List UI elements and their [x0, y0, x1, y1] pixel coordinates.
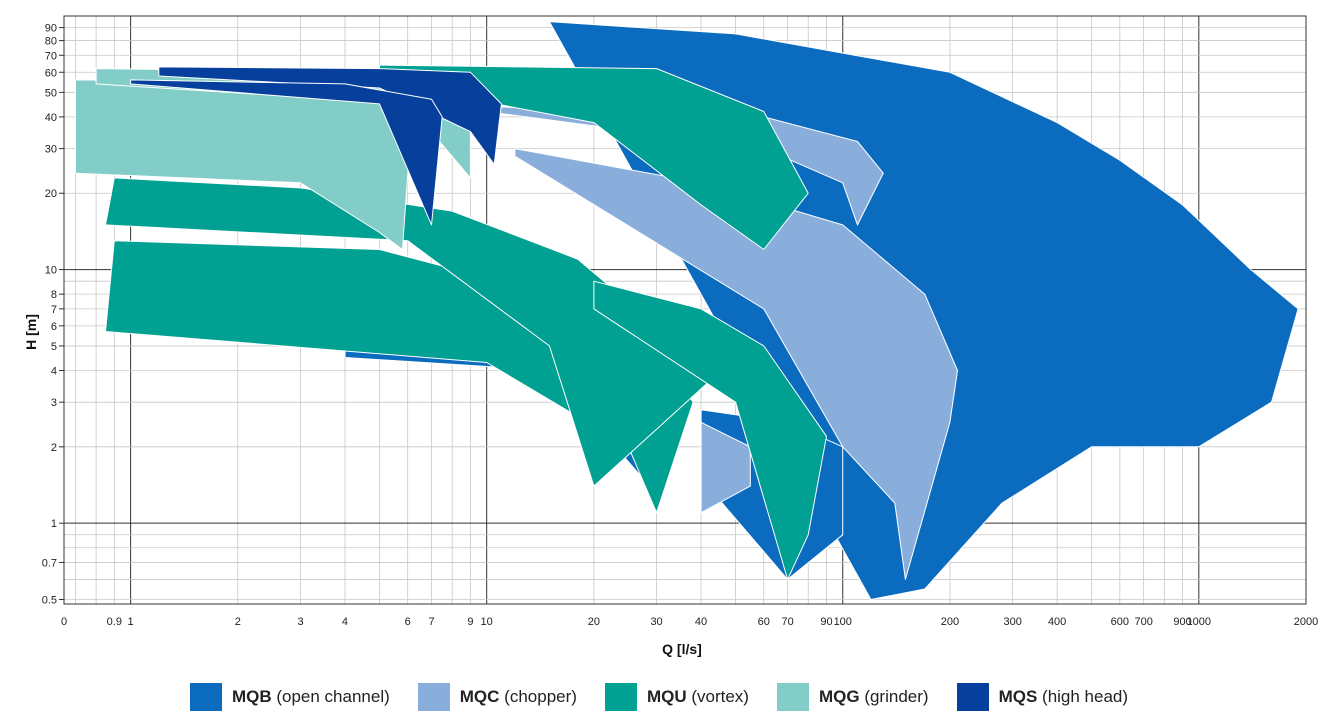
x-tick-label: 90	[820, 616, 832, 628]
y-tick-label: 20	[45, 188, 57, 200]
y-tick-label: 3	[51, 397, 57, 409]
x-tick-label: 1000	[1187, 616, 1211, 628]
x-tick-label: 6	[405, 616, 411, 628]
legend-code-mqu: MQU	[646, 687, 687, 706]
series-region-mqu	[593, 280, 827, 580]
series-region-mqc	[514, 148, 958, 580]
chart-frame	[63, 15, 1307, 605]
legend-swatch-mqu	[604, 683, 637, 711]
x-tick-label: 2	[235, 616, 241, 628]
legend-label-mqg: (grinder)	[864, 687, 929, 706]
legend-label-mqs: (high head)	[1042, 687, 1129, 706]
y-tick-label: 7	[51, 304, 57, 316]
chart-legend: MQB (open channel) MQC (chopper) MQU (vo…	[0, 680, 1318, 714]
y-tick-label: 6	[51, 321, 57, 333]
x-tick-label: 900	[1173, 616, 1191, 628]
y-tick-label: 0.7	[42, 557, 57, 569]
x-tick-label: 4	[342, 616, 348, 628]
y-tick-label: 50	[45, 87, 57, 99]
x-tick-label: 30	[650, 616, 662, 628]
series-region-mqc	[700, 421, 751, 514]
x-axis-ticks: 0 0.9 1 2 3 4 6 7 9 10 20 30 40 60 70 90 100 200 300 400 600…	[61, 616, 1318, 628]
series-region-mqs	[130, 79, 443, 226]
chart-series-regions	[75, 21, 1299, 600]
legend-item-mqc: MQC (chopper)	[417, 683, 577, 711]
y-tick-label: 8	[51, 289, 57, 301]
legend-code-mqb: MQB	[231, 687, 272, 706]
y-tick-label: 2	[51, 442, 57, 454]
y-tick-label: 5	[51, 341, 57, 353]
legend-swatch-mqg	[776, 683, 809, 711]
x-tick-label: 40	[695, 616, 707, 628]
x-tick-label: 60	[758, 616, 770, 628]
x-tick-label: 100	[834, 616, 852, 628]
x-tick-label: 70	[781, 616, 793, 628]
legend-code-mqc: MQC	[459, 687, 500, 706]
x-tick-label: 1	[128, 616, 134, 628]
legend-item-mqs: MQS (high head)	[956, 683, 1129, 711]
y-tick-label: 10	[45, 265, 57, 277]
x-tick-label: 20	[588, 616, 600, 628]
legend-swatch-mqs	[956, 683, 989, 711]
legend-swatch-mqc	[417, 683, 450, 711]
legend-code-mqs: MQS	[998, 687, 1038, 706]
legend-item-mqb: MQB (open channel)	[189, 683, 390, 711]
series-region-mqs	[158, 66, 502, 165]
legend-label-mqc: (chopper)	[504, 687, 577, 706]
y-tick-label: 1	[51, 518, 57, 530]
legend-code-mqg: MQG	[818, 687, 860, 706]
y-tick-label: 30	[45, 144, 57, 156]
legend-swatch-mqb	[189, 683, 222, 711]
x-tick-label: 700	[1134, 616, 1152, 628]
y-tick-label: 60	[45, 67, 57, 79]
y-tick-label: 4	[51, 365, 57, 377]
x-axis-title: Q [l/s]	[662, 641, 702, 657]
y-tick-label: 70	[45, 50, 57, 62]
x-tick-label: 2000	[1294, 616, 1318, 628]
y-axis-title: H [m]	[23, 314, 39, 350]
x-tick-label: 9	[467, 616, 473, 628]
x-tick-label: 10	[481, 616, 493, 628]
legend-item-mqu: MQU (vortex)	[604, 683, 749, 711]
y-tick-label: 90	[45, 23, 57, 35]
series-region-mqc	[486, 105, 884, 226]
legend-label-mqu: (vortex)	[691, 687, 749, 706]
x-tick-label: 0	[61, 616, 67, 628]
x-tick-label: 300	[1003, 616, 1021, 628]
x-tick-label: 3	[297, 616, 303, 628]
legend-item-mqg: MQG (grinder)	[776, 683, 929, 711]
plot-border	[63, 15, 1307, 605]
x-tick-label: 0.9	[107, 616, 122, 628]
y-tick-label: 40	[45, 112, 57, 124]
x-tick-label: 200	[941, 616, 959, 628]
legend-label-mqb: (open channel)	[276, 687, 390, 706]
y-tick-label: 80	[45, 36, 57, 48]
y-tick-label: 0.5	[42, 595, 57, 607]
x-tick-label: 7	[428, 616, 434, 628]
x-tick-label: 400	[1048, 616, 1066, 628]
x-tick-label: 600	[1111, 616, 1129, 628]
pump-performance-chart: 0 0.9 1 2 3 4 6 7 9 10 20 30 40 60 70 90 100 200 300 400 600…	[23, 15, 1318, 657]
